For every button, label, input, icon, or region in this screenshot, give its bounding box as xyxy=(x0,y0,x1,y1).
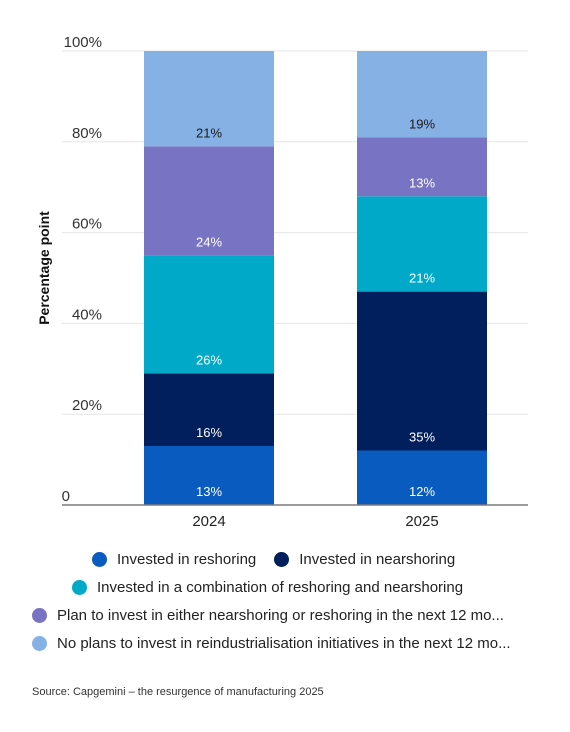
y-tick-label: 60% xyxy=(72,216,102,233)
legend-row-4: No plans to invest in reindustrialisatio… xyxy=(32,635,511,652)
legend-label-nearshoring: Invested in nearshoring xyxy=(299,551,456,568)
data-label: 24% xyxy=(196,234,222,249)
data-label: 13% xyxy=(409,175,435,190)
legend-row-1: Invested in reshoring Invested in nearsh… xyxy=(92,551,455,568)
x-tick-label: 2024 xyxy=(192,513,225,530)
data-label: 12% xyxy=(409,484,435,499)
stacked-bar-chart: 0 20% 40% 60% 80% 100% Percentage point 13% 16% 2… xyxy=(36,34,528,530)
source-note: Source: Capgemini – the resurgence of ma… xyxy=(32,686,324,698)
data-label: 21% xyxy=(409,271,435,286)
bar-segment xyxy=(144,146,274,256)
legend-item-reshoring: Invested in reshoring xyxy=(92,551,256,568)
legend-item-nearshoring: Invested in nearshoring xyxy=(274,551,455,568)
legend-swatch-nearshoring xyxy=(274,552,290,567)
data-label: 21% xyxy=(196,125,222,140)
legend-label-plan-to-invest: Plan to invest in either nearshoring or … xyxy=(57,607,504,624)
data-label: 19% xyxy=(409,116,435,131)
x-tick-label: 2025 xyxy=(405,513,438,530)
legend-swatch-plan-to-invest xyxy=(32,608,47,623)
bar-segment xyxy=(357,51,487,138)
data-label: 13% xyxy=(196,484,222,499)
legend-label-no-plans: No plans to invest in reindustrialisatio… xyxy=(57,635,511,652)
legend-row-2: Invested in a combination of reshoring a… xyxy=(72,579,463,596)
legend-row-3: Plan to invest in either nearshoring or … xyxy=(32,607,504,624)
bar-segment xyxy=(357,137,487,197)
y-tick-label: 20% xyxy=(72,397,102,414)
bar-segment xyxy=(144,51,274,147)
data-label: 35% xyxy=(409,430,435,445)
y-tick-label: 40% xyxy=(72,306,102,323)
bar-segment xyxy=(144,445,274,505)
y-tick-label: 80% xyxy=(72,125,102,142)
legend-label-reshoring: Invested in reshoring xyxy=(117,551,257,568)
legend-swatch-combination xyxy=(72,580,87,595)
legend-item-plan-to-invest: Plan to invest in either nearshoring or … xyxy=(32,607,504,624)
legend-label-combination: Invested in a combination of reshoring a… xyxy=(97,579,464,596)
legend-swatch-reshoring xyxy=(92,552,107,567)
bar-segment xyxy=(144,255,274,374)
y-tick-label: 100% xyxy=(64,34,102,51)
data-label: 16% xyxy=(196,425,222,440)
y-tick-label: 0 xyxy=(62,488,70,505)
y-axis-label: Percentage point xyxy=(36,211,52,325)
legend-swatch-no-plans xyxy=(32,636,47,651)
data-label: 26% xyxy=(196,352,222,367)
bar-segment xyxy=(357,196,487,292)
legend-item-combination: Invested in a combination of reshoring a… xyxy=(72,579,463,596)
bar-segment xyxy=(144,373,274,446)
bar-segment xyxy=(357,450,487,505)
bar-segment xyxy=(357,291,487,451)
legend-item-no-plans: No plans to invest in reindustrialisatio… xyxy=(32,635,511,652)
